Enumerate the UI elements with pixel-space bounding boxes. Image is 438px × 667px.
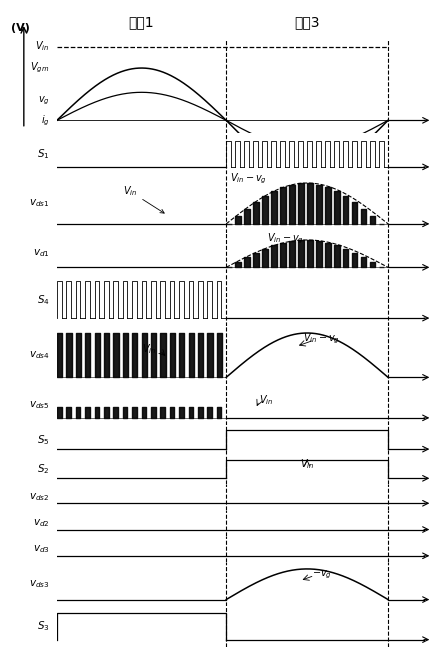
Text: $v_{ds5}$: $v_{ds5}$ (29, 399, 49, 411)
Text: $V_{in}$: $V_{in}$ (259, 393, 274, 407)
Text: $v_{ds3}$: $v_{ds3}$ (29, 578, 49, 590)
Text: $S_4$: $S_4$ (37, 293, 49, 307)
Text: $V_{in}$: $V_{in}$ (123, 185, 164, 213)
Text: $v_{d2}$: $v_{d2}$ (33, 517, 49, 529)
Text: $V_{in}$: $V_{in}$ (300, 457, 314, 471)
Text: $-v_g$: $-v_g$ (312, 568, 332, 581)
Text: $V_{in}$: $V_{in}$ (142, 342, 156, 356)
Text: $S_1$: $S_1$ (37, 147, 49, 161)
Text: $S_2$: $S_2$ (37, 462, 49, 476)
Text: $V_{in}$: $V_{in}$ (35, 39, 49, 53)
Text: $S_3$: $S_3$ (37, 620, 49, 634)
Text: $V_{in}-v_g$: $V_{in}-v_g$ (230, 171, 267, 186)
Text: $v_{ds2}$: $v_{ds2}$ (29, 491, 49, 503)
Text: (V): (V) (11, 23, 30, 33)
Text: $i_g$: $i_g$ (41, 113, 49, 127)
Text: $v_{d1}$: $v_{d1}$ (33, 247, 49, 259)
Text: $v_{ds4}$: $v_{ds4}$ (29, 350, 49, 361)
Text: $S_5$: $S_5$ (37, 433, 49, 447)
Text: $V_{in}-v_g$: $V_{in}-v_g$ (304, 331, 340, 346)
Text: 模兲3: 模兲3 (294, 15, 320, 29)
Text: $v_{d3}$: $v_{d3}$ (33, 544, 49, 555)
Text: $V_{gm}$: $V_{gm}$ (31, 61, 49, 75)
Text: $v_{ds1}$: $v_{ds1}$ (29, 197, 49, 209)
Text: $v_g$: $v_g$ (38, 95, 49, 107)
Text: 模兲1: 模兲1 (129, 15, 154, 29)
Text: $V_{in}-v_g$: $V_{in}-v_g$ (267, 231, 304, 246)
